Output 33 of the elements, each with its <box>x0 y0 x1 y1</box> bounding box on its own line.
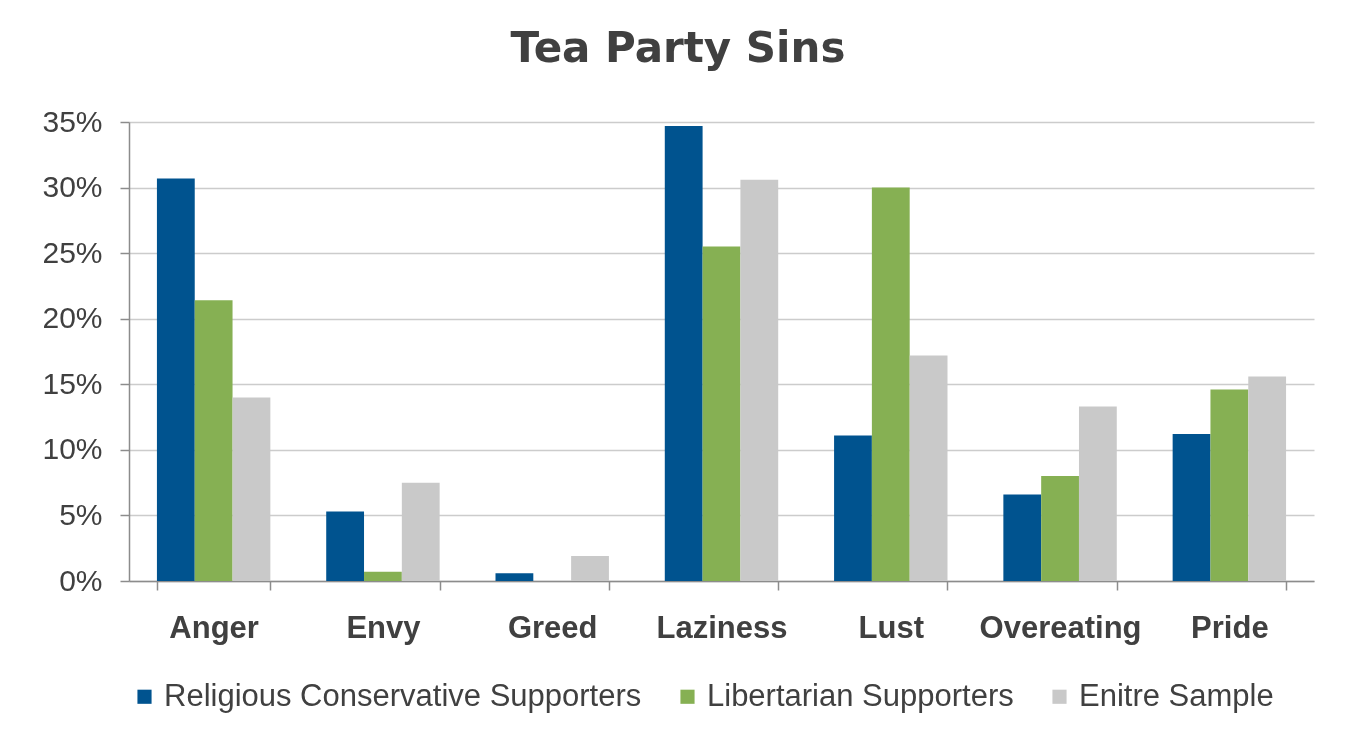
y-tick-label: 15% <box>42 366 103 400</box>
y-tick-label: 30% <box>42 170 103 204</box>
bar <box>1210 389 1249 581</box>
y-tick-label: 10% <box>42 432 103 466</box>
legend-label: Religious Conservative Supporters <box>164 677 642 713</box>
x-tick-label: Anger <box>169 609 259 645</box>
bar <box>326 511 365 581</box>
y-tick-label: 5% <box>59 497 103 531</box>
bar <box>664 125 703 581</box>
y-tick-label: 0% <box>59 563 103 597</box>
y-tick-label: 35% <box>42 104 103 138</box>
x-tick-label: Envy <box>346 609 422 645</box>
bar <box>571 556 609 581</box>
x-tick-label: Overeating <box>979 609 1142 645</box>
x-tick-label: Lust <box>858 609 924 645</box>
bar <box>1172 434 1211 581</box>
bar <box>1003 494 1042 581</box>
bar <box>871 187 910 581</box>
legend-label: Libertarian Supporters <box>707 677 1014 713</box>
x-tick-label: Laziness <box>656 609 788 645</box>
x-tick-label: Greed <box>507 609 598 645</box>
legend-label: Enitre Sample <box>1079 677 1274 713</box>
bar <box>156 178 195 581</box>
bar <box>495 573 534 581</box>
bar <box>194 300 233 581</box>
bar <box>364 571 402 581</box>
x-tick-label: Pride <box>1191 609 1269 645</box>
y-tick-label: 25% <box>42 235 103 269</box>
bar <box>834 435 872 581</box>
bar <box>702 246 741 581</box>
chart-title: Tea Party Sins <box>510 23 846 72</box>
y-tick-label: 20% <box>42 301 103 335</box>
bar <box>1041 476 1079 581</box>
